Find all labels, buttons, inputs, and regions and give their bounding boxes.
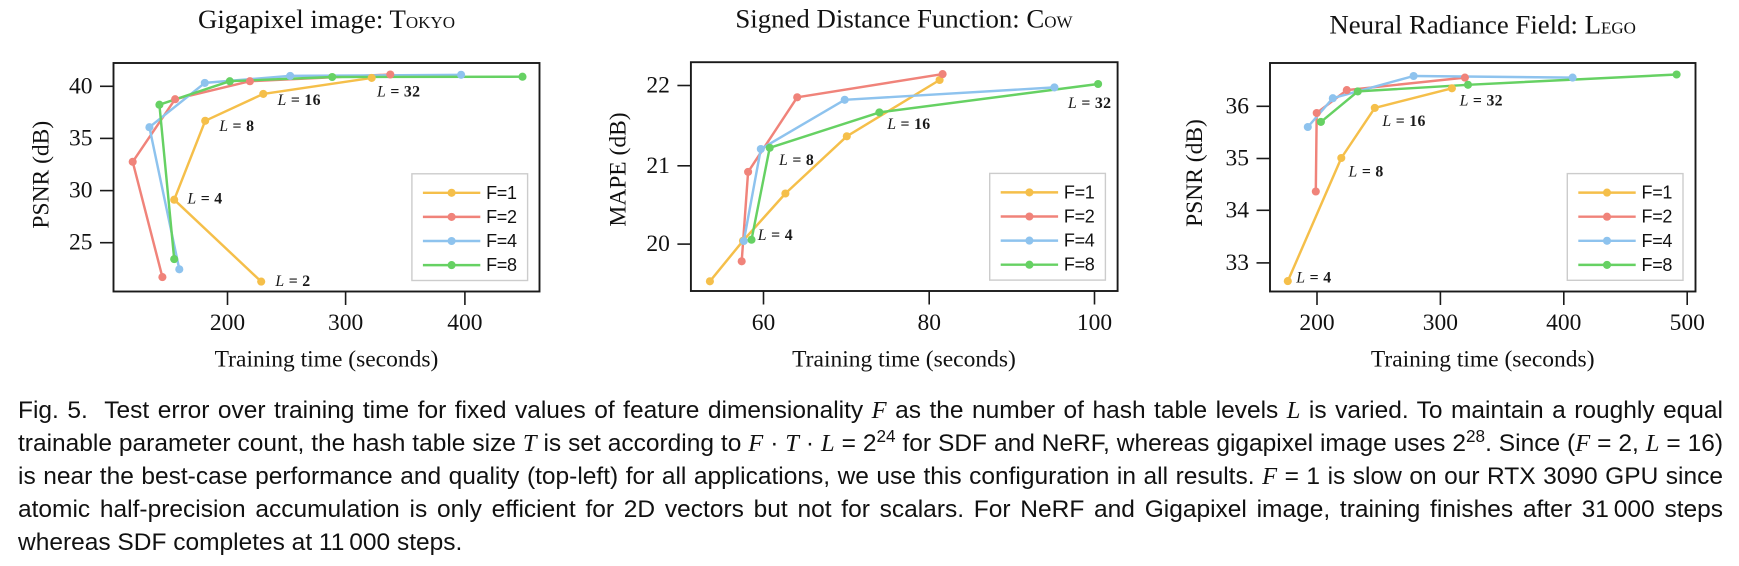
svg-text:20: 20 bbox=[646, 231, 670, 257]
svg-text:L = 16: L = 16 bbox=[1381, 113, 1425, 130]
svg-text:500: 500 bbox=[1670, 310, 1705, 336]
svg-text:Training time (seconds): Training time (seconds) bbox=[1371, 347, 1595, 373]
svg-text:40: 40 bbox=[69, 73, 93, 99]
svg-text:200: 200 bbox=[1299, 310, 1334, 336]
svg-text:F=1: F=1 bbox=[1064, 182, 1095, 202]
svg-text:F=4: F=4 bbox=[1642, 231, 1673, 251]
svg-text:Gigapixel image: TOKYO: Gigapixel image: TOKYO bbox=[198, 4, 455, 34]
svg-text:34: 34 bbox=[1226, 197, 1250, 223]
svg-text:L = 16: L = 16 bbox=[277, 92, 321, 109]
svg-text:33: 33 bbox=[1226, 250, 1250, 276]
svg-text:L = 8: L = 8 bbox=[1348, 164, 1384, 181]
svg-text:F=2: F=2 bbox=[486, 207, 517, 227]
svg-text:36: 36 bbox=[1226, 93, 1250, 119]
svg-text:L = 32: L = 32 bbox=[376, 84, 420, 101]
svg-text:F=8: F=8 bbox=[486, 255, 517, 275]
svg-text:F=1: F=1 bbox=[486, 183, 517, 203]
svg-text:Training time (seconds): Training time (seconds) bbox=[792, 347, 1016, 373]
svg-text:300: 300 bbox=[1423, 310, 1458, 336]
svg-text:L = 4: L = 4 bbox=[757, 227, 793, 244]
svg-text:Neural Radiance Field: LEGO: Neural Radiance Field: LEGO bbox=[1329, 10, 1636, 40]
svg-text:300: 300 bbox=[328, 310, 363, 336]
svg-text:L = 8: L = 8 bbox=[218, 118, 254, 135]
svg-text:PSNR (dB): PSNR (dB) bbox=[1182, 119, 1208, 227]
svg-text:L = 8: L = 8 bbox=[778, 152, 814, 169]
svg-text:35: 35 bbox=[1226, 146, 1250, 172]
svg-text:L = 16: L = 16 bbox=[886, 116, 930, 133]
svg-text:Training time (seconds): Training time (seconds) bbox=[215, 347, 439, 373]
svg-text:L = 32: L = 32 bbox=[1459, 93, 1503, 110]
svg-text:MAPE (dB): MAPE (dB) bbox=[606, 112, 632, 226]
svg-text:200: 200 bbox=[210, 310, 245, 336]
svg-text:F=8: F=8 bbox=[1064, 255, 1095, 275]
svg-text:60: 60 bbox=[752, 310, 776, 336]
svg-text:25: 25 bbox=[69, 230, 93, 256]
svg-text:F=4: F=4 bbox=[486, 231, 517, 251]
svg-text:F=2: F=2 bbox=[1064, 207, 1095, 227]
svg-text:F=1: F=1 bbox=[1642, 183, 1673, 203]
svg-text:400: 400 bbox=[447, 310, 482, 336]
svg-text:21: 21 bbox=[646, 153, 670, 179]
svg-text:100: 100 bbox=[1077, 310, 1112, 336]
svg-text:400: 400 bbox=[1546, 310, 1581, 336]
svg-text:L = 4: L = 4 bbox=[186, 190, 222, 207]
svg-text:L = 2: L = 2 bbox=[274, 273, 310, 290]
svg-text:F=8: F=8 bbox=[1642, 255, 1673, 275]
svg-text:F=4: F=4 bbox=[1064, 231, 1095, 251]
svg-text:22: 22 bbox=[646, 73, 670, 99]
svg-text:30: 30 bbox=[69, 178, 93, 204]
svg-text:Signed Distance Function: COW: Signed Distance Function: COW bbox=[735, 4, 1073, 34]
svg-text:L = 32: L = 32 bbox=[1067, 95, 1111, 112]
svg-text:80: 80 bbox=[917, 310, 941, 336]
svg-text:PSNR (dB): PSNR (dB) bbox=[29, 121, 55, 229]
svg-text:F=2: F=2 bbox=[1642, 207, 1673, 227]
svg-text:L = 4: L = 4 bbox=[1295, 270, 1331, 287]
svg-text:35: 35 bbox=[69, 125, 93, 151]
